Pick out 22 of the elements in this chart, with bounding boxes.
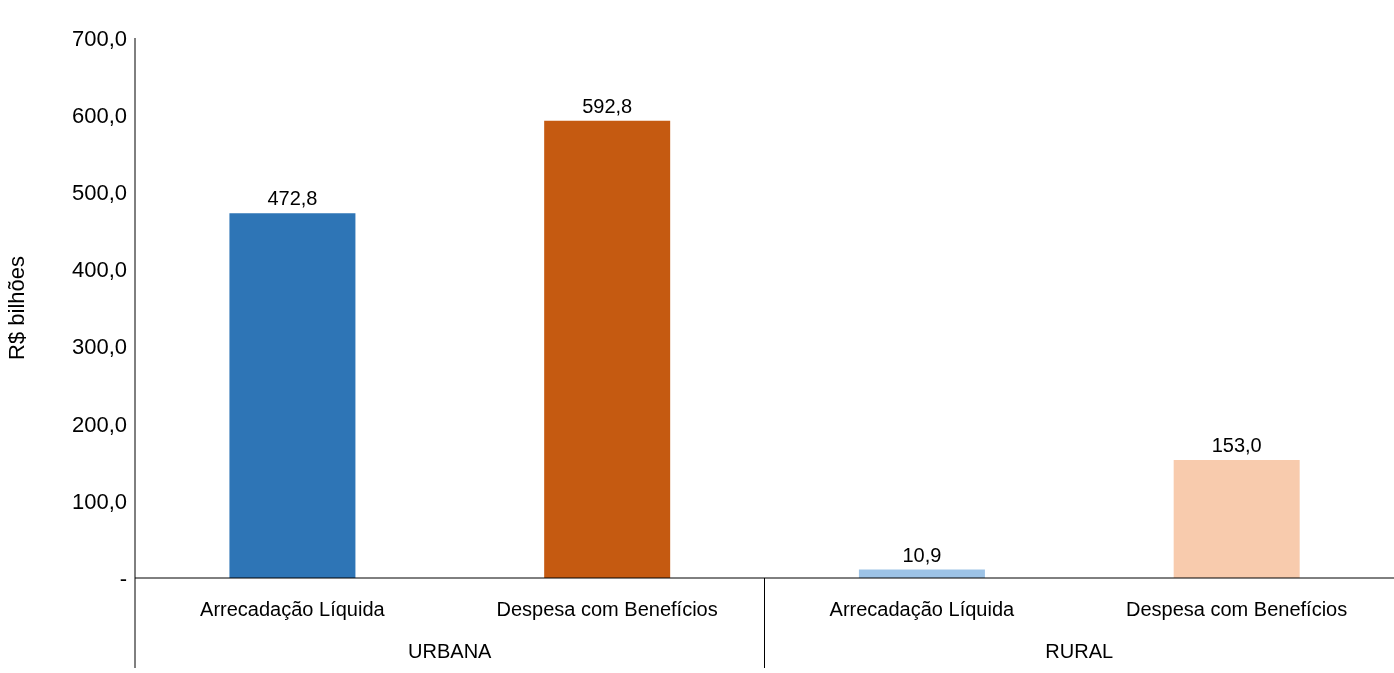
y-tick-label: 500,0 bbox=[71, 180, 127, 206]
bar bbox=[229, 213, 356, 578]
y-tick-label: 100,0 bbox=[71, 488, 127, 514]
data-label: 592,8 bbox=[582, 94, 633, 117]
bar bbox=[544, 120, 671, 578]
data-label: 10,9 bbox=[902, 543, 942, 566]
y-tick-label: 300,0 bbox=[71, 334, 127, 360]
text: RURAL bbox=[1045, 640, 1114, 662]
text: URBANA bbox=[408, 640, 493, 662]
y-tick-label: 700,0 bbox=[71, 25, 127, 51]
data-label: 153,0 bbox=[1211, 433, 1262, 456]
x-tick-label: Arrecadação Líquida bbox=[200, 598, 386, 620]
y-tick-label: 600,0 bbox=[71, 102, 127, 128]
y-tick-label: - bbox=[119, 565, 127, 591]
x-tick-label: Arrecadação Líquida bbox=[829, 598, 1016, 620]
y-tick-label: 400,0 bbox=[71, 257, 127, 283]
data-label: 472,8 bbox=[267, 187, 318, 210]
x-tick-label: Despesa com Benefícios bbox=[1126, 598, 1348, 620]
bar bbox=[1173, 459, 1300, 578]
x-tick-label: Despesa com Benefícios bbox=[496, 598, 718, 620]
y-tick-label: 200,0 bbox=[71, 411, 127, 437]
y-axis-title: R$ bilhões bbox=[3, 256, 29, 360]
